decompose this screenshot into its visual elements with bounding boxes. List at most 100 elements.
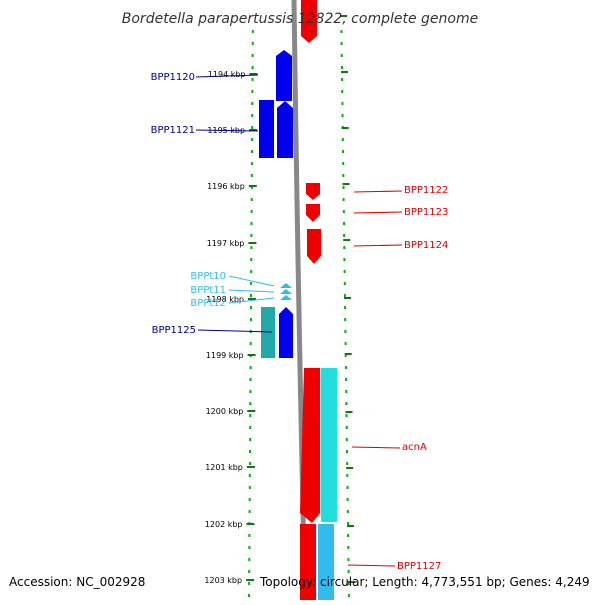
track-dot-left	[250, 234, 253, 237]
track-dot-right	[340, 54, 343, 57]
feature-teal-1125[interactable]	[261, 307, 275, 358]
feature-red-bottom[interactable]	[300, 524, 316, 600]
track-dot-right	[347, 582, 350, 585]
track-dot-right	[340, 30, 343, 33]
feature-bpp1124[interactable]	[307, 229, 321, 264]
track-dot-right	[342, 210, 345, 213]
track-dot-right	[347, 570, 350, 573]
track-dot-right	[346, 486, 349, 489]
track-dot-right	[345, 402, 348, 405]
label-bppt11: BPPt11	[190, 285, 226, 296]
feature-bpp1123[interactable]	[306, 204, 320, 222]
label-leaders	[195, 74, 403, 567]
feature-cyan-2[interactable]	[318, 524, 334, 600]
track-dot-right	[345, 426, 348, 429]
track-dot-left	[251, 78, 254, 81]
track-dot-left	[248, 474, 251, 477]
track-dot-right	[345, 414, 348, 417]
track-dot-left	[251, 150, 253, 153]
track-dot-right	[344, 366, 347, 369]
track-dot-left	[251, 90, 254, 93]
track-dot-left	[248, 570, 251, 573]
feature-bpp1121-a[interactable]	[259, 100, 274, 158]
label-bpp1127: BPP1127	[397, 561, 441, 572]
feature-bpp1121-b[interactable]	[277, 101, 293, 158]
label-bpp1125: BPP1125	[152, 325, 196, 336]
feature-bpp1125[interactable]	[279, 307, 293, 358]
track-dot-right	[342, 174, 345, 177]
track-dot-right	[347, 594, 350, 597]
track-dot-left	[248, 582, 251, 585]
summary-text: Topology: circular; Length: 4,773,551 bp…	[259, 575, 590, 589]
tick-label: 1194 kbp	[208, 70, 246, 79]
track-dot-left	[249, 438, 252, 441]
track-dot-right	[343, 246, 346, 249]
track-dot-right	[343, 270, 346, 273]
track-dot-left	[251, 126, 254, 129]
track-dot-left	[248, 594, 250, 597]
tick-label: 1203 kbp	[204, 576, 242, 585]
track-dot-left	[250, 162, 253, 165]
track-dot-left	[251, 66, 254, 69]
feature-bpp1120[interactable]	[276, 50, 292, 101]
label-bppt10: BPPt10	[190, 271, 226, 282]
track-dot-left	[248, 498, 251, 501]
feature-bppt11[interactable]	[280, 289, 292, 294]
track-dot-left	[249, 318, 252, 321]
reverse-features	[300, 0, 337, 600]
feature-bppt12[interactable]	[280, 295, 292, 300]
track-dot-right	[344, 342, 347, 345]
tick-label: 1199 kbp	[206, 351, 244, 360]
forward-features	[259, 50, 293, 358]
track-dot-right	[342, 150, 344, 153]
track-dot-right	[346, 450, 348, 453]
track-dot-left	[251, 138, 254, 141]
track-dot-left	[251, 42, 254, 45]
track-dot-left	[249, 390, 252, 393]
track-dot-right	[343, 234, 346, 237]
track-dot-right	[340, 42, 343, 45]
track-dot-right	[341, 78, 343, 81]
tick-label: 1197 kbp	[207, 239, 245, 248]
label-acna: acnA	[402, 442, 427, 453]
feature-bppt10[interactable]	[280, 283, 292, 288]
tick-label: 1200 kbp	[206, 407, 244, 416]
map-title: Bordetella parapertussis 12822, complete…	[122, 11, 478, 27]
track-dot-left	[250, 222, 253, 225]
track-dot-left	[250, 258, 253, 261]
track-dot-right	[347, 546, 350, 549]
label-bpp1120: BPP1120	[151, 72, 195, 83]
track-dot-right	[347, 534, 350, 537]
track-dot-left	[249, 414, 252, 417]
track-dot-right	[341, 102, 344, 105]
track-dot-right	[345, 378, 347, 381]
feature-bpp1122[interactable]	[306, 183, 320, 200]
track-dot-left	[250, 186, 253, 189]
track-dot-right	[344, 306, 347, 309]
track-dot-left	[248, 486, 251, 489]
genome-backbone	[291, 0, 308, 601]
track-dot-left	[249, 378, 252, 381]
track-dot-left	[251, 54, 254, 57]
label-bpp1121: BPP1121	[151, 125, 195, 136]
track-dot-right	[346, 474, 349, 477]
track-dot-right	[346, 498, 349, 501]
label-bpp1123: BPP1123	[404, 207, 448, 218]
tick-label: 1202 kbp	[205, 520, 243, 529]
track-dot-left	[248, 462, 251, 465]
feature-top-red[interactable]	[301, 0, 317, 43]
track-dot-left	[249, 426, 252, 429]
tick-label: 1201 kbp	[205, 463, 243, 472]
tick-label: 1198 kbp	[206, 295, 244, 304]
track-dot-right	[341, 90, 344, 93]
label-bpp1122: BPP1122	[404, 185, 448, 196]
track-dot-right	[341, 114, 344, 117]
feature-acna[interactable]	[300, 368, 320, 523]
feature-cyan-1[interactable]	[321, 368, 337, 522]
track-dot-right	[347, 522, 349, 525]
track-dot-left	[250, 198, 253, 201]
track-dot-right	[343, 222, 345, 225]
track-dot-right	[345, 390, 348, 393]
